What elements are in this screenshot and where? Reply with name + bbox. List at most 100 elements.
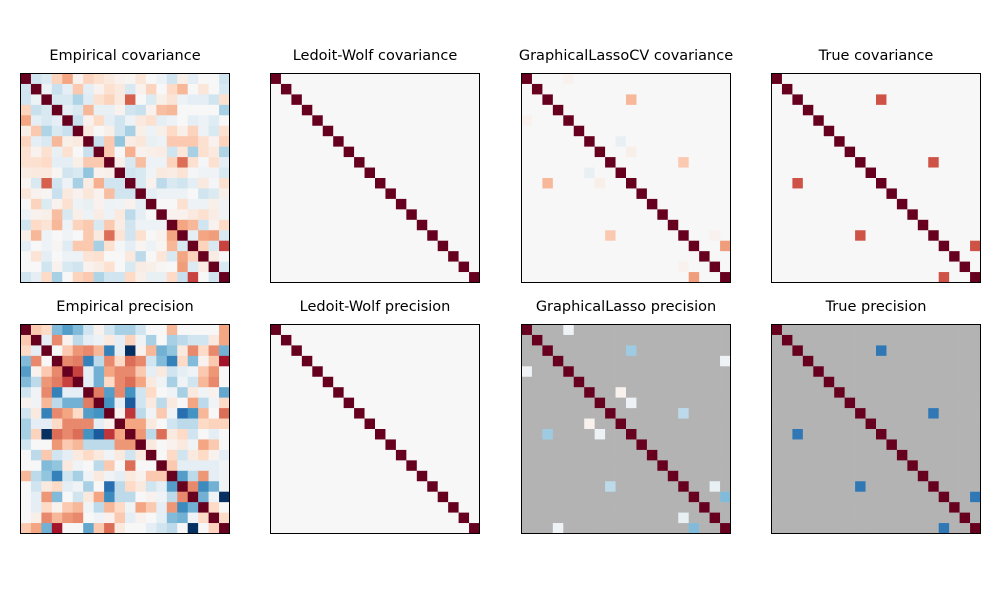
heatmap-cell: [469, 512, 480, 524]
heatmap-cell: [959, 418, 971, 430]
heatmap-cell: [834, 481, 845, 492]
heatmap-cell: [938, 470, 950, 482]
heatmap-cell: [20, 334, 32, 346]
heatmap-cell: [301, 198, 313, 210]
heatmap-cell: [385, 167, 397, 179]
heatmap-cell: [802, 481, 814, 492]
heatmap-cell: [187, 136, 199, 147]
heatmap-cell: [145, 408, 157, 419]
heatmap-cell: [30, 272, 42, 283]
heatmap-cell: [970, 397, 981, 409]
heatmap-cell: [458, 502, 470, 513]
heatmap-cell: [855, 188, 866, 200]
heatmap-cell: [626, 157, 637, 168]
heatmap-cell: [720, 83, 731, 95]
heatmap-cell: [970, 261, 981, 273]
heatmap-cell: [667, 178, 679, 189]
heatmap-cell: [646, 136, 658, 147]
heatmap-cell: [636, 136, 648, 147]
heatmap-cell: [678, 345, 689, 357]
heatmap-cell: [208, 449, 220, 461]
heatmap-cell: [781, 355, 793, 367]
heatmap-cell: [469, 334, 480, 346]
heatmap-cell: [521, 261, 533, 273]
heatmap-cell: [385, 366, 397, 378]
heatmap-cell: [542, 408, 554, 419]
heatmap-cell: [699, 146, 710, 158]
heatmap-cell: [938, 439, 950, 451]
heatmap-cell: [876, 188, 887, 200]
heatmap-cell: [448, 470, 459, 482]
heatmap-cell: [907, 355, 919, 367]
heatmap-cell: [280, 324, 292, 336]
heatmap-cell: [291, 261, 303, 273]
heatmap-cell: [771, 261, 783, 273]
heatmap-cell: [385, 104, 397, 116]
heatmap-cell: [886, 460, 898, 472]
heatmap-cell: [83, 83, 94, 95]
heatmap-cell: [886, 502, 898, 513]
heatmap-cell: [333, 366, 344, 378]
heatmap-cell: [709, 219, 721, 231]
heatmap-cell: [62, 178, 74, 189]
heatmap-cell: [896, 167, 908, 179]
heatmap-cell: [531, 209, 543, 221]
heatmap-cell: [552, 418, 564, 430]
heatmap-cell: [333, 345, 344, 357]
heatmap-cell: [198, 272, 209, 283]
heatmap-cell: [834, 83, 845, 95]
heatmap-cell: [198, 167, 209, 179]
heatmap-cell: [62, 230, 74, 241]
heatmap-cell: [938, 502, 950, 513]
heatmap-cell: [855, 324, 866, 336]
heatmap: [20, 73, 230, 283]
heatmap-cell: [93, 345, 105, 357]
heatmap-cell: [145, 439, 157, 451]
heatmap-cell: [145, 449, 157, 461]
heatmap-cell: [343, 397, 355, 409]
heatmap-cell: [802, 324, 814, 336]
heatmap-cell: [437, 324, 449, 336]
heatmap-cell: [93, 470, 105, 482]
heatmap-cell: [406, 470, 418, 482]
heatmap-cell: [802, 83, 814, 95]
heatmap-cell: [354, 502, 365, 513]
heatmap-cell: [720, 104, 731, 116]
heatmap-cell: [458, 73, 470, 85]
heatmap-cell: [427, 491, 438, 503]
heatmap-cell: [636, 355, 648, 367]
heatmap-cell: [30, 397, 42, 409]
heatmap-cell: [343, 230, 355, 241]
heatmap-cell: [135, 387, 147, 398]
heatmap-cell: [145, 502, 157, 513]
heatmap-cell: [385, 209, 397, 221]
heatmap-cell: [563, 272, 575, 283]
heatmap-cell: [542, 334, 554, 346]
heatmap-cell: [720, 523, 731, 534]
heatmap-cell: [83, 230, 94, 241]
heatmap-cell: [312, 198, 324, 210]
heatmap-cell: [636, 429, 648, 440]
heatmap-cell: [886, 73, 898, 85]
heatmap-cell: [896, 376, 908, 388]
heatmap-cell: [928, 512, 939, 524]
heatmap-cell: [865, 104, 877, 116]
heatmap-cell: [584, 397, 595, 409]
heatmap-cell: [187, 324, 199, 336]
heatmap-cell: [720, 115, 731, 127]
heatmap-cell: [938, 397, 950, 409]
heatmap-cell: [876, 167, 887, 179]
heatmap-cell: [187, 481, 199, 492]
heatmap-cell: [469, 376, 480, 388]
heatmap-cell: [605, 188, 616, 200]
heatmap-cell: [907, 178, 919, 189]
heatmap-cell: [667, 157, 679, 168]
heatmap-cell: [30, 219, 42, 231]
heatmap-cell: [41, 355, 53, 367]
heatmap-cell: [375, 512, 386, 524]
heatmap-cell: [844, 408, 856, 419]
heatmap-cell: [531, 502, 543, 513]
heatmap-cell: [364, 272, 376, 283]
heatmap-cell: [626, 188, 637, 200]
heatmap-cell: [823, 449, 835, 461]
